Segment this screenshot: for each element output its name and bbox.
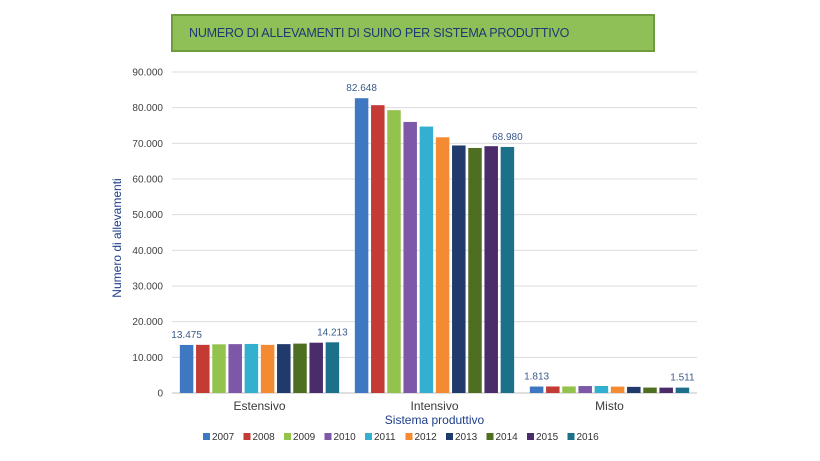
- bar: [484, 146, 498, 393]
- legend-swatch: [567, 433, 575, 440]
- legend-label: 2007: [212, 432, 235, 443]
- bar: [435, 137, 450, 393]
- legend-label: 2014: [496, 432, 519, 443]
- bar: [452, 145, 466, 393]
- y-tick-label: 60.000: [132, 175, 163, 186]
- legend-label: 2015: [536, 432, 559, 443]
- legend-label: 2012: [415, 432, 438, 443]
- legend-swatch: [324, 433, 332, 440]
- y-tick-label: 10.000: [132, 353, 163, 364]
- legend-label: 2011: [374, 432, 396, 443]
- x-axis-title: Sistema produttivo: [385, 413, 485, 427]
- category-label: Estensivo: [233, 399, 285, 413]
- legend-swatch: [486, 433, 494, 440]
- bar: [594, 386, 609, 393]
- category-label: Misto: [595, 399, 624, 413]
- bar: [196, 344, 210, 393]
- bar: [325, 342, 340, 393]
- bar: [562, 386, 576, 393]
- y-tick-label: 0: [157, 389, 163, 400]
- chart-title-box: NUMERO DI ALLEVAMENTI DI SUINO PER SISTE…: [171, 14, 655, 52]
- legend-swatch: [284, 433, 291, 440]
- legend-swatch: [446, 433, 453, 440]
- y-tick-label: 50.000: [132, 210, 163, 221]
- y-tick-label: 70.000: [132, 139, 163, 150]
- legend-swatch: [365, 433, 372, 440]
- chart-title: NUMERO DI ALLEVAMENTI DI SUINO PER SISTE…: [189, 26, 570, 40]
- legend-label: 2009: [293, 432, 316, 443]
- bar: [468, 147, 482, 393]
- y-tick-label: 90.000: [132, 68, 163, 79]
- bar: [371, 105, 385, 394]
- legend-label: 2010: [334, 432, 357, 443]
- bar: [277, 344, 291, 393]
- bar: [643, 387, 657, 393]
- data-label: 1.511: [670, 373, 695, 384]
- legend-swatch: [203, 433, 210, 440]
- data-label: 1.813: [524, 372, 549, 383]
- bar: [387, 110, 401, 393]
- y-axis-title: Numero di allevamenti: [110, 178, 124, 297]
- bar: [179, 344, 194, 393]
- bar: [228, 344, 242, 393]
- bar: [354, 98, 369, 393]
- y-tick-label: 80.000: [132, 103, 163, 114]
- data-label: 13.475: [171, 330, 202, 341]
- data-label: 82.648: [346, 83, 377, 94]
- bar: [419, 126, 434, 393]
- data-label: 14.213: [317, 327, 348, 338]
- bar: [403, 121, 417, 393]
- bar: [578, 386, 592, 393]
- bar: [244, 343, 259, 393]
- legend-label: 2013: [455, 432, 478, 443]
- bar: [309, 342, 323, 393]
- legend-swatch: [243, 433, 251, 440]
- data-label: 68.980: [492, 132, 523, 143]
- legend-swatch: [527, 433, 534, 440]
- bar: [260, 344, 275, 393]
- category-label: Intensivo: [410, 399, 458, 413]
- bar: [610, 386, 625, 393]
- y-tick-label: 30.000: [132, 282, 163, 293]
- legend-swatch: [405, 433, 413, 440]
- bar: [627, 386, 641, 393]
- bar: [659, 387, 673, 393]
- bar: [293, 343, 307, 393]
- bar: [212, 344, 226, 393]
- y-tick-label: 20.000: [132, 317, 163, 328]
- legend-label: 2008: [253, 432, 276, 443]
- bar: [529, 386, 544, 393]
- legend-label: 2016: [577, 432, 600, 443]
- bar: [500, 146, 515, 393]
- bar: [675, 387, 690, 393]
- y-tick-label: 40.000: [132, 246, 163, 257]
- bar: [546, 386, 560, 393]
